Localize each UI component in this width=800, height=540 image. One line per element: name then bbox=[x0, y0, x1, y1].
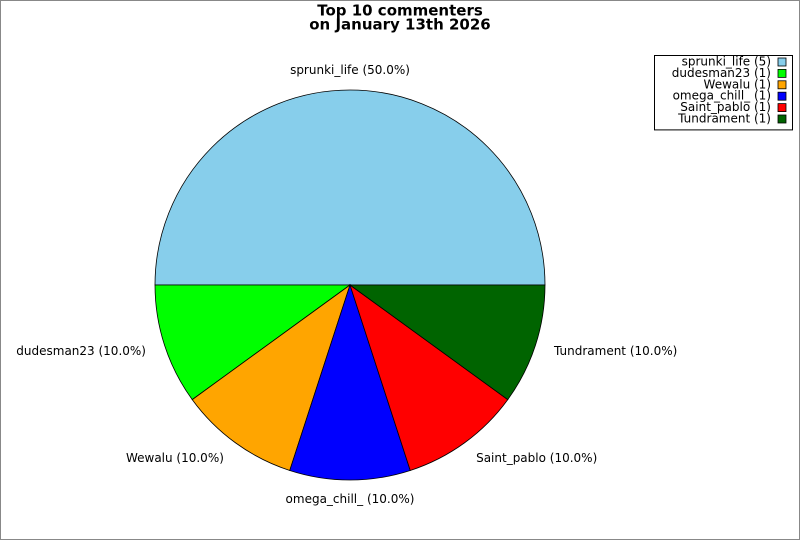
legend-swatch bbox=[777, 69, 787, 78]
legend-swatch bbox=[777, 57, 787, 67]
pie-slice bbox=[348, 284, 546, 401]
legend-swatch bbox=[777, 114, 787, 124]
legend-label: Wewalu (1) bbox=[704, 77, 771, 91]
legend-box bbox=[654, 55, 793, 131]
slice-label: Wewalu (10.0%) bbox=[126, 451, 224, 465]
legend-label: Saint_pablo (1) bbox=[680, 100, 771, 114]
legend-swatch bbox=[777, 91, 787, 101]
legend-swatch bbox=[777, 80, 787, 90]
pie-slice bbox=[154, 284, 352, 401]
legend-swatch bbox=[777, 103, 787, 112]
slice-label: omega_chill_ (10.0%) bbox=[286, 492, 415, 506]
pie-slice bbox=[191, 283, 351, 471]
slice-label: Tundrament (10.0%) bbox=[553, 344, 677, 358]
slice-label: dudesman23 (10.0%) bbox=[16, 344, 146, 358]
pie-slice bbox=[154, 89, 546, 286]
chart-title: Top 10 commenters bbox=[317, 2, 483, 20]
legend-label: sprunki_life (5) bbox=[682, 55, 771, 69]
pie-slice bbox=[349, 283, 509, 471]
slice-label: Saint_pablo (10.0%) bbox=[476, 451, 597, 465]
chart-subtitle: on January 13th 2026 bbox=[309, 16, 490, 34]
pie-slice bbox=[289, 283, 411, 481]
legend-label: omega_chill_ (1) bbox=[673, 89, 771, 103]
slice-label: sprunki_life (50.0%) bbox=[290, 63, 410, 77]
legend-label: Tundrament (1) bbox=[677, 112, 771, 126]
legend-label: dudesman23 (1) bbox=[672, 66, 771, 80]
